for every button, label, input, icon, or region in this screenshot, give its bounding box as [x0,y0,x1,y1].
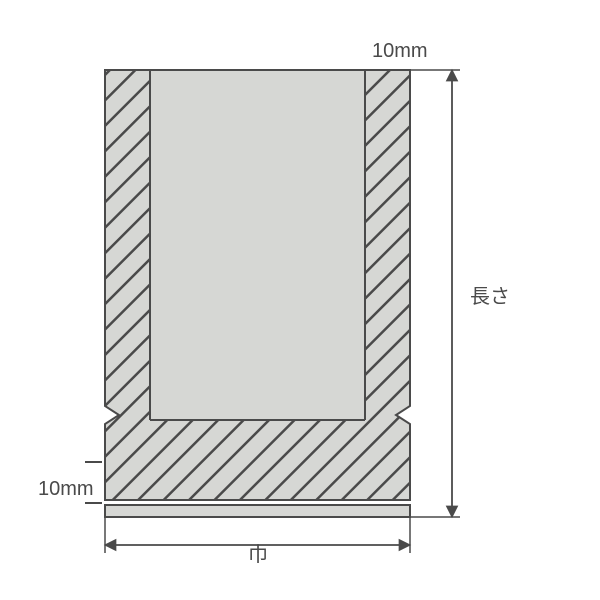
diagram-container: 10mm 長さ 10mm 巾 [0,0,600,600]
top-margin-label: 10mm [372,40,428,63]
diagram-svg [0,0,600,600]
width-label: 巾 [248,538,268,567]
height-label: 長さ [470,280,510,309]
left-margin-label: 10mm [38,478,94,501]
